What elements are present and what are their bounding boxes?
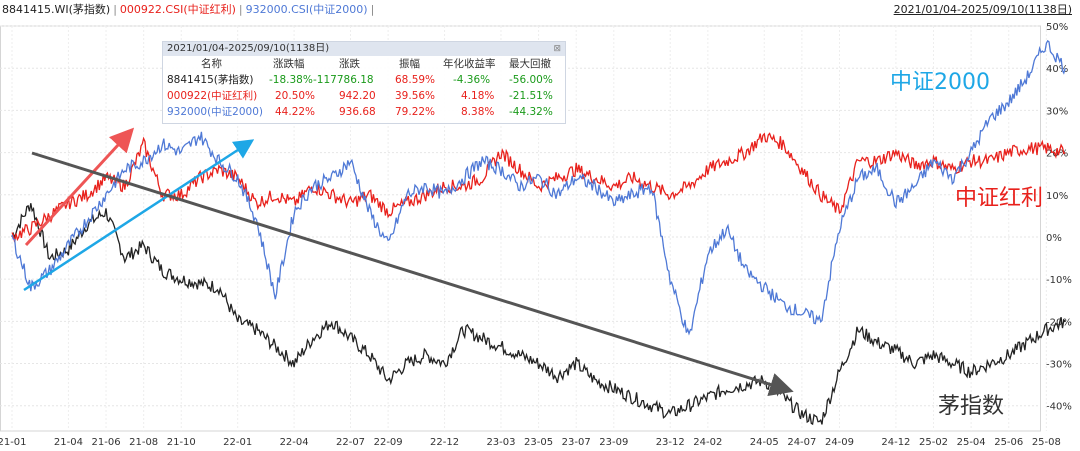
x-tick-label: 25-06: [994, 437, 1023, 448]
legend-item-dividend[interactable]: 000922.CSI(中证红利): [119, 3, 236, 16]
row-annual: 8.38%: [461, 106, 495, 118]
table-row[interactable]: 8841415(茅指数) -18.38% -117786.18 68.59% -…: [163, 72, 565, 88]
table-row[interactable]: 000922(中证红利) 20.50% 942.20 39.56% 4.18% …: [163, 88, 565, 104]
row-amplitude: 39.56%: [395, 90, 436, 102]
legend-bar: 8841415.WI(茅指数) | 000922.CSI(中证红利) | 932000.…: [0, 0, 1080, 20]
row-chg: -117786.18: [313, 74, 374, 86]
x-tick-label: 25-02: [919, 437, 948, 448]
x-tick-label: 25-04: [957, 437, 986, 448]
x-tick-label: 21-01: [0, 437, 27, 448]
y-tick-label: 0%: [1046, 233, 1062, 244]
x-tick-label: 21-10: [167, 437, 196, 448]
col-header-amplitude: 振幅: [399, 58, 420, 70]
summary-table-title: 2021/01/04-2025/09/10(1138日): [167, 43, 330, 54]
x-tick-label: 23-09: [599, 437, 628, 448]
col-header-max-dd: 最大回撤: [509, 58, 551, 70]
y-tick-label: -20%: [1046, 317, 1072, 328]
annotation-dividend: 中证红利: [955, 186, 1044, 211]
summary-table-column-headers: 名称 涨跌幅 涨跌 振幅 年化收益率 最大回撤: [163, 56, 565, 72]
y-tick-label: -40%: [1046, 402, 1072, 413]
row-chg-pct: 20.50%: [275, 90, 316, 102]
row-annual: 4.18%: [461, 90, 495, 102]
x-tick-label: 22-12: [430, 437, 459, 448]
x-tick-label: 24-07: [787, 437, 816, 448]
x-tick-label: 24-05: [750, 437, 779, 448]
x-tick-label: 21-08: [129, 437, 158, 448]
y-tick-label: -10%: [1046, 275, 1072, 286]
row-name: 932000(中证2000): [167, 106, 263, 118]
x-tick-label: 25-08: [1032, 437, 1061, 448]
legend-separator: |: [370, 3, 375, 16]
line-chart[interactable]: 50% 40% 30% 20% 10% 0% -10% -20% -30% -40% 21-01 21…: [0, 20, 1080, 451]
summary-table: 2021/01/04-2025/09/10(1138日) ⊠ 名称 涨跌幅 涨跌…: [162, 41, 566, 124]
annotation-mao: 茅指数: [938, 394, 1005, 419]
row-chg-pct: -18.38%: [269, 74, 313, 86]
legend-item-zz2000[interactable]: 932000.CSI(中证2000): [245, 3, 368, 16]
table-row[interactable]: 932000(中证2000) 44.22% 936.68 79.22% 8.38…: [163, 104, 565, 120]
x-tick-label: 23-07: [562, 437, 591, 448]
legend-items: 8841415.WI(茅指数) | 000922.CSI(中证红利) | 932000.…: [2, 0, 377, 20]
legend-separator: |: [238, 3, 243, 16]
col-header-chg: 涨跌: [339, 58, 360, 70]
row-max-dd: -44.32%: [509, 106, 553, 118]
x-tick-label: 23-12: [656, 437, 685, 448]
col-header-annual: 年化收益率: [443, 58, 496, 70]
x-tick-label: 22-09: [374, 437, 403, 448]
x-tick-label: 22-01: [223, 437, 252, 448]
close-icon[interactable]: ⊠: [553, 44, 561, 54]
row-max-dd: -56.00%: [509, 74, 553, 86]
y-tick-label: 10%: [1046, 191, 1068, 202]
x-tick-label: 23-05: [524, 437, 553, 448]
series-line-mao[interactable]: [11, 203, 1066, 426]
annotation-zz2000: 中证2000: [890, 70, 990, 95]
row-name: 000922(中证红利): [167, 90, 258, 102]
series-line-zz2000[interactable]: [11, 39, 1066, 336]
x-tick-label: 22-04: [280, 437, 309, 448]
y-tick-label: 30%: [1046, 106, 1068, 117]
row-max-dd: -21.51%: [509, 90, 553, 102]
date-range-link[interactable]: 2021/01/04-2025/09/10(1138日): [893, 3, 1072, 16]
series-line-div[interactable]: [11, 132, 1066, 243]
y-tick-label: 20%: [1046, 149, 1068, 160]
col-header-name: 名称: [201, 58, 222, 70]
trend-arrow-dark: [31, 151, 794, 397]
x-tick-label: 23-03: [486, 437, 515, 448]
summary-table-header: 2021/01/04-2025/09/10(1138日) ⊠: [163, 42, 565, 56]
legend-separator: |: [113, 3, 117, 16]
x-tick-label: 21-06: [92, 437, 121, 448]
y-tick-label: 40%: [1046, 64, 1068, 75]
x-tick-label: 22-07: [336, 437, 365, 448]
x-tick-label: 24-12: [881, 437, 910, 448]
row-name: 8841415(茅指数): [167, 74, 254, 86]
row-chg-pct: 44.22%: [275, 106, 316, 118]
trend-arrow-red: [24, 127, 135, 247]
x-tick-label: 24-09: [825, 437, 854, 448]
y-tick-label: 50%: [1046, 22, 1068, 33]
legend-item-mao[interactable]: 8841415.WI(茅指数): [2, 3, 111, 16]
y-tick-label: -30%: [1046, 360, 1072, 371]
col-header-chg-pct: 涨跌幅: [273, 58, 305, 70]
row-chg: 936.68: [339, 106, 376, 118]
row-annual: -4.36%: [453, 74, 491, 86]
x-tick-label: 24-02: [693, 437, 722, 448]
row-amplitude: 68.59%: [395, 74, 436, 86]
row-chg: 942.20: [339, 90, 376, 102]
trend-arrow-blue: [23, 139, 255, 292]
row-amplitude: 79.22%: [395, 106, 436, 118]
x-tick-label: 21-04: [54, 437, 83, 448]
